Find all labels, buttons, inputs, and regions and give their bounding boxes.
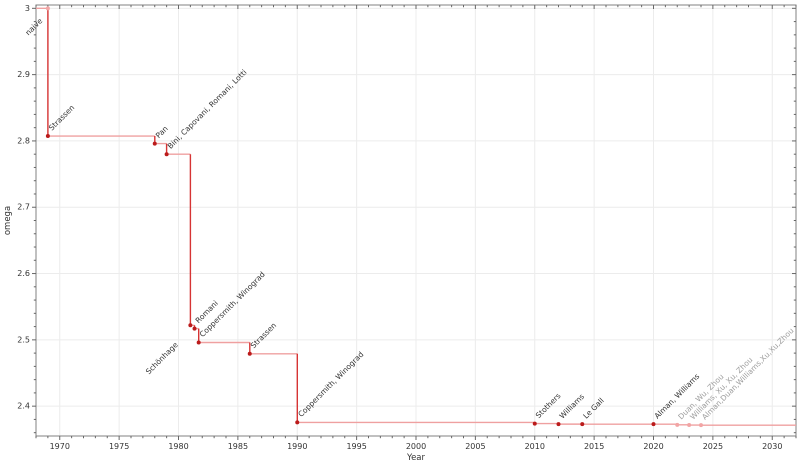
data-point-marker (45, 134, 50, 139)
data-point-marker (164, 152, 169, 157)
x-tick-label: 2025 (703, 442, 723, 451)
data-points (45, 6, 703, 428)
data-point-marker (532, 421, 537, 426)
y-tick-label: 2.6 (17, 269, 30, 278)
y-tick-label: 3 (25, 4, 30, 13)
data-point-marker (580, 422, 585, 427)
y-tick-label: 2.5 (17, 335, 30, 344)
data-point-marker (196, 340, 201, 345)
data-point-marker (45, 6, 50, 11)
data-point-marker (699, 423, 703, 428)
point-label: Schönhage (144, 340, 180, 376)
y-tick-label: 2.7 (17, 203, 30, 212)
gridlines (36, 5, 796, 436)
data-point-marker (675, 422, 680, 427)
x-tick-label: 1970 (50, 442, 70, 451)
data-point-marker (556, 422, 561, 427)
x-tick-label: 2020 (643, 442, 663, 451)
y-axis-label: omega (3, 206, 13, 235)
x-tick-label: 1975 (109, 442, 129, 451)
x-tick-label: 2010 (525, 442, 545, 451)
y-tick-label: 2.4 (17, 402, 30, 411)
point-label: Coppersmith, Winograd (296, 350, 365, 419)
point-label: Williams, Xu, Xu, Zhou (688, 355, 754, 421)
y-tick-label: 2.8 (17, 136, 30, 145)
point-label: Strassen (249, 321, 279, 351)
tick-labels: 1970 1975 1980 1985 1990 1995 2000 2005 2010 2015… (17, 4, 782, 451)
x-tick-label: 1980 (168, 442, 188, 451)
x-tick-label: 2000 (406, 442, 426, 451)
step-line-vertical (47, 8, 702, 426)
axis-ticks (32, 5, 797, 440)
x-tick-label: 1990 (287, 442, 307, 451)
point-label: Le Gall (581, 396, 605, 420)
x-axis-label: Year (406, 453, 426, 460)
data-point-marker (152, 141, 157, 146)
data-point-marker (651, 422, 656, 427)
step-line-horizontal (36, 7, 796, 426)
x-tick-label: 1985 (228, 442, 248, 451)
x-tick-label: 2015 (584, 442, 604, 451)
x-tick-label: 2005 (465, 442, 485, 451)
data-point-marker (295, 420, 300, 425)
point-label: Pan (154, 124, 170, 140)
point-label: naive (23, 16, 44, 37)
point-label: Strassen (47, 103, 77, 133)
data-point-marker (687, 423, 692, 428)
x-tick-label: 2030 (762, 442, 782, 451)
data-point-marker (247, 351, 252, 356)
data-point-marker (192, 326, 197, 331)
x-tick-label: 1995 (346, 442, 366, 451)
data-point-marker (188, 323, 193, 328)
y-tick-label: 2.9 (17, 70, 30, 79)
